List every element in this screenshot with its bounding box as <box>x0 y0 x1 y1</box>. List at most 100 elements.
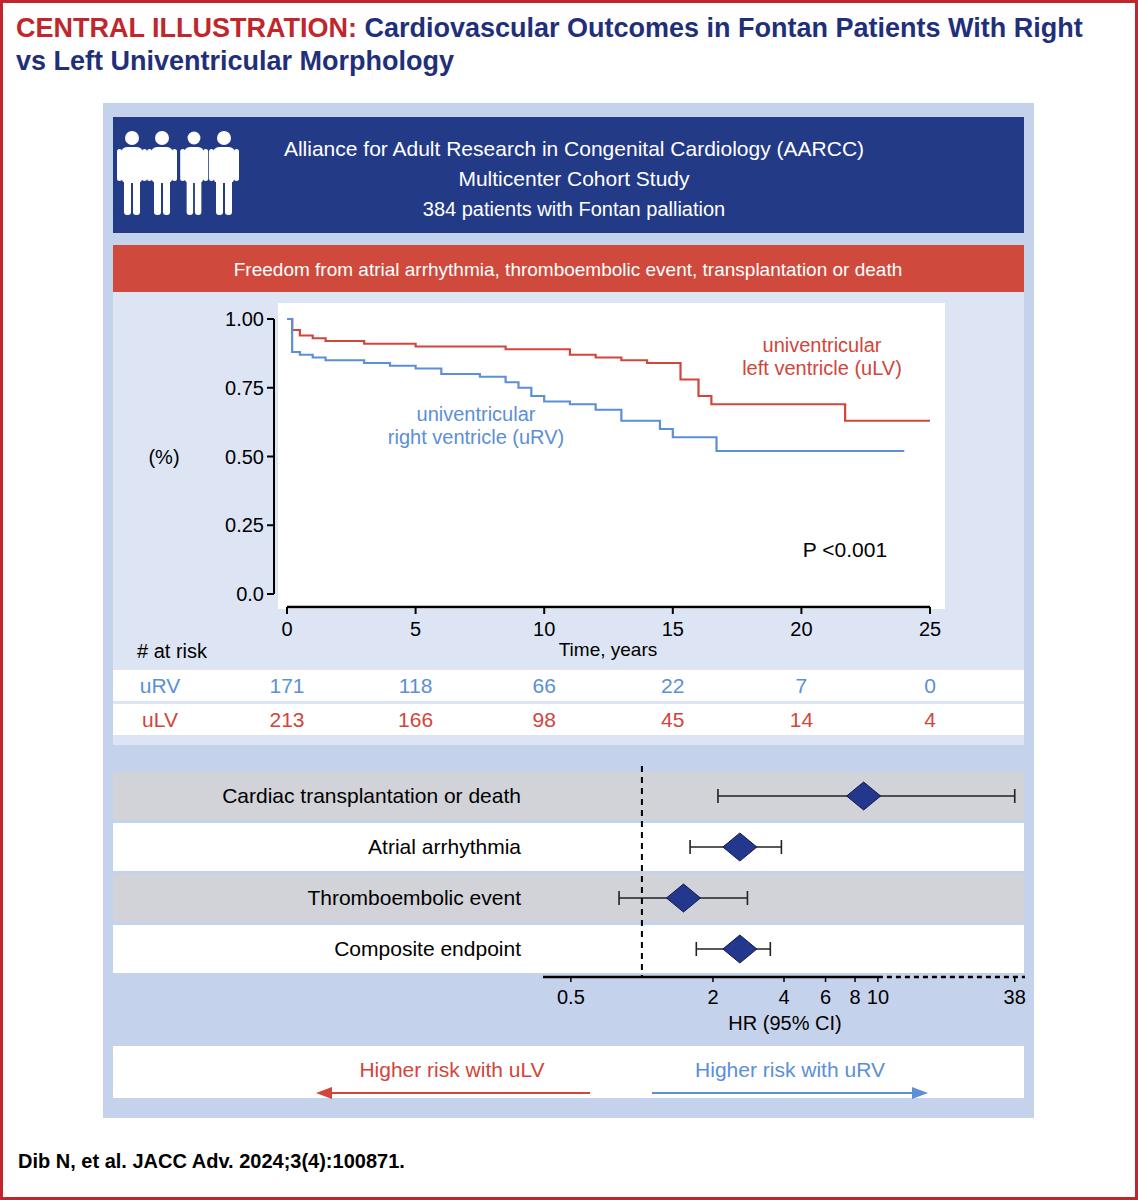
at-risk-value: 171 <box>269 674 304 697</box>
person-leg <box>216 178 223 215</box>
forest-x-tick <box>877 977 879 982</box>
person-arm <box>147 149 152 181</box>
forest-x-tick <box>783 977 785 982</box>
forest-x-axis <box>543 976 878 979</box>
ci-cap <box>747 891 749 905</box>
y-tick-label: 1.00 <box>225 308 264 330</box>
series-label: univentricularright ventricle (uRV) <box>388 403 564 448</box>
person-body <box>184 147 204 183</box>
ci-cap <box>618 891 620 905</box>
hr-diamond <box>723 935 757 963</box>
km-title-bar <box>113 245 1024 292</box>
x-axis-label: Time, years <box>559 639 658 660</box>
km-curve <box>287 319 930 421</box>
person-arm <box>209 149 214 181</box>
category-label: Thromboembolic event <box>307 886 521 909</box>
reference-line <box>641 766 643 977</box>
at-risk-value: 22 <box>661 674 684 697</box>
person-leg <box>225 178 232 215</box>
forest-x-tick <box>570 977 572 982</box>
hr-diamond <box>666 884 700 912</box>
person-arm <box>180 149 185 181</box>
x-tick-label: 10 <box>533 618 555 640</box>
at-risk-value: 14 <box>790 708 814 731</box>
y-tick-label: 0.0 <box>236 583 264 605</box>
at-risk-value: 166 <box>398 708 433 731</box>
ci-cap <box>695 942 697 956</box>
forest-marks <box>619 782 1015 963</box>
km-lines <box>287 319 930 451</box>
y-tick <box>267 593 274 595</box>
x-tick <box>800 607 802 614</box>
person-leg <box>154 178 161 215</box>
forest-x-tick <box>854 977 856 982</box>
at-risk-value: 0 <box>924 674 936 697</box>
person-leg <box>187 178 193 215</box>
person-head <box>155 131 169 145</box>
at-risk-name: uRV <box>140 674 180 697</box>
category-label: Atrial arrhythmia <box>368 835 521 858</box>
figure: Alliance for Adult Research in Congenita… <box>0 0 1138 1200</box>
study-text: Multicenter Cohort Study <box>458 167 690 190</box>
people-icon <box>117 131 239 215</box>
study-text: Alliance for Adult Research in Congenita… <box>284 137 864 160</box>
person-body <box>151 147 173 183</box>
at-risk-value: 66 <box>533 674 556 697</box>
km-axes: 0.00.250.500.751.000510152025Time, years… <box>148 308 941 660</box>
person-arm <box>234 149 239 181</box>
y-axis-label: (%) <box>148 446 179 468</box>
ci-cap <box>781 840 783 854</box>
at-risk-value: 4 <box>924 708 936 731</box>
x-tick-label: 15 <box>662 618 684 640</box>
forest-x-label: HR (95% CI) <box>728 1012 841 1034</box>
x-tick <box>286 607 288 614</box>
x-tick <box>672 607 674 614</box>
y-tick-label: 0.75 <box>225 377 264 399</box>
y-tick <box>267 524 274 526</box>
forest-row <box>113 823 1024 871</box>
at-risk-label: # at risk <box>137 640 208 662</box>
y-tick <box>267 387 274 389</box>
ci-cap <box>770 942 772 956</box>
series-label-line: univentricular <box>763 334 882 356</box>
person-body <box>213 147 235 183</box>
category-label: Composite endpoint <box>334 937 521 960</box>
person-body <box>121 147 143 183</box>
ci-cap <box>717 789 719 803</box>
y-tick-label: 0.50 <box>225 446 264 468</box>
study-text: 384 patients with Fontan palliation <box>423 198 725 220</box>
at-risk-row <box>113 670 1024 701</box>
category-label: Cardiac transplantation or death <box>222 784 521 807</box>
series-label-line: univentricular <box>417 403 536 425</box>
direction-arrow <box>652 1092 914 1094</box>
at-risk-value: 118 <box>399 674 432 697</box>
y-tick <box>267 456 274 458</box>
series-label: univentricularleft ventricle (uLV) <box>742 334 902 379</box>
p-value: P <0.001 <box>803 538 887 561</box>
forest-x-tick <box>712 977 714 982</box>
person-head <box>125 131 139 145</box>
forest-x-tick-label: 4 <box>778 986 789 1008</box>
y-tick <box>267 318 274 320</box>
forest-x-tick <box>1014 977 1016 982</box>
direction-box <box>113 1046 1024 1098</box>
at-risk-name: uLV <box>142 708 178 731</box>
hr-diamond <box>847 782 881 810</box>
forest-x-tick-label: 8 <box>849 986 860 1008</box>
x-tick <box>929 607 931 614</box>
plot-area <box>278 303 945 609</box>
person-arm <box>117 149 122 181</box>
forest-x-tick-label: 38 <box>1004 986 1026 1008</box>
person-leg <box>133 178 140 215</box>
x-tick <box>543 607 545 614</box>
x-tick <box>415 607 417 614</box>
direction-label: Higher risk with uRV <box>695 1058 885 1081</box>
km-panel <box>113 245 1024 745</box>
person-head <box>188 132 201 145</box>
at-risk-value: 213 <box>269 708 304 731</box>
x-tick-label: 5 <box>410 618 421 640</box>
person-leg <box>163 178 170 215</box>
chart-title: Freedom from atrial arrhythmia, thromboe… <box>234 259 902 280</box>
panel <box>103 103 1034 1118</box>
person-arm <box>203 149 208 181</box>
